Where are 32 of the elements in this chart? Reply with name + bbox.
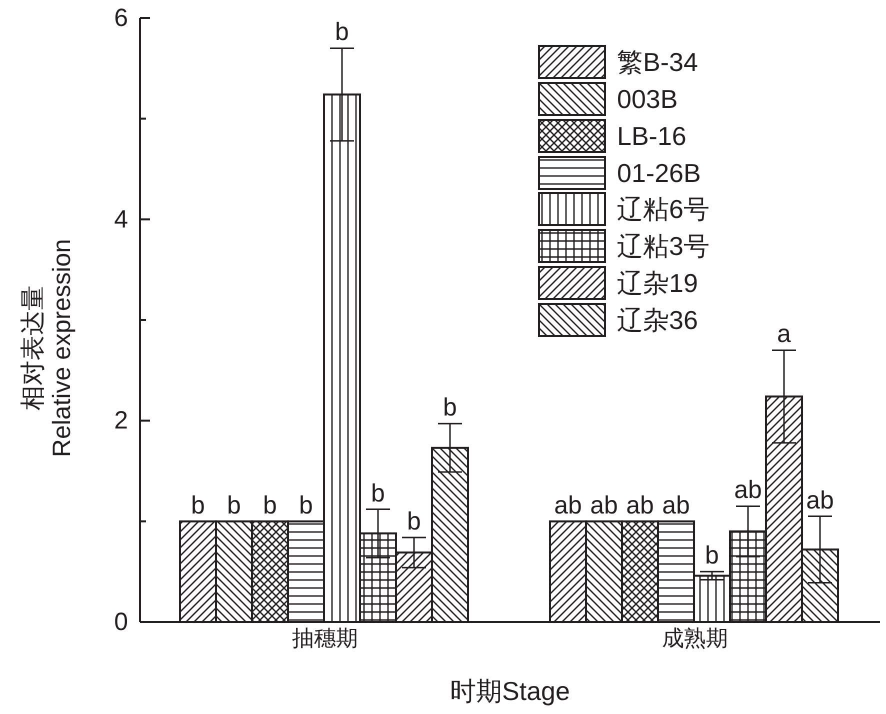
data-label: ab	[554, 491, 582, 520]
data-label: ab	[734, 476, 762, 504]
y-tick-label: 6	[114, 4, 128, 32]
data-label: b	[299, 491, 313, 520]
data-label: a	[777, 320, 792, 348]
data-label: b	[335, 18, 349, 46]
y-tick-label: 4	[114, 205, 128, 234]
data-label: b	[371, 479, 385, 508]
y-tick-label: 2	[114, 406, 128, 435]
x-tick-label: 抽穗期	[292, 626, 358, 651]
data-label: b	[443, 394, 457, 422]
data-label: ab	[590, 491, 618, 520]
data-label: b	[227, 491, 241, 520]
legend-label: 繁B-34	[617, 47, 698, 78]
data-label: ab	[806, 486, 834, 514]
y-axis-title: 相对表达量 Relative expression	[19, 238, 76, 458]
legend-label: LB-16	[617, 120, 686, 151]
legend-label: 辽粘6号	[617, 194, 710, 224]
legend-label: 辽杂19	[617, 268, 698, 298]
data-label: b	[705, 542, 719, 570]
legend-label: 辽杂36	[617, 304, 698, 335]
data-label: b	[407, 507, 421, 536]
data-label: b	[191, 491, 205, 520]
legend-label: 01-26B	[617, 158, 701, 188]
x-tick-label: 成熟期	[662, 626, 728, 651]
legend-label: 辽粘3号	[617, 231, 710, 262]
data-label: ab	[626, 491, 654, 520]
y-tick-label: 0	[114, 608, 128, 636]
x-axis-title: 时期Stage	[450, 676, 570, 706]
data-label: ab	[662, 491, 690, 520]
data-label: b	[263, 491, 277, 520]
legend-label: 003B	[617, 84, 678, 114]
